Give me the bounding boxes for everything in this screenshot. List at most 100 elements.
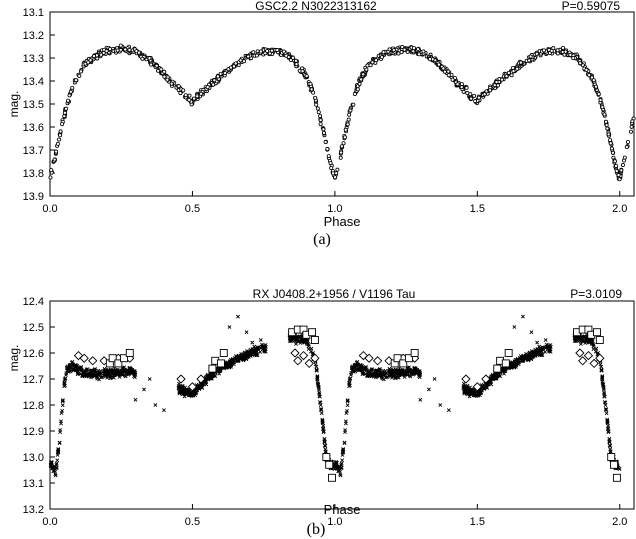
data-point [211,82,216,87]
data-point [374,58,379,63]
data-point [482,92,487,97]
panel-a-ylabel: mag. [7,91,21,118]
data-point [322,437,327,441]
data-point [212,78,217,83]
data-point [364,67,369,72]
data-point [319,408,323,412]
data-point [387,47,392,52]
diamond-point [88,356,98,366]
data-point [612,159,617,164]
data-point [472,93,477,98]
data-point [67,93,72,98]
data-point [591,78,596,83]
data-point [515,66,520,71]
data-point [629,124,634,129]
data-point [181,391,186,396]
data-point [494,80,499,85]
data-point [571,56,576,61]
data-point [535,340,540,345]
diamond-point [298,350,309,361]
data-point [165,77,170,82]
data-point [469,96,474,101]
data-point [603,403,608,408]
data-point [60,122,65,127]
data-point [115,48,120,53]
square-point [208,364,217,373]
data-point [436,62,441,67]
data-point [58,129,63,134]
data-point [205,374,210,379]
data-point [117,375,122,379]
data-point [291,55,296,60]
data-point [441,66,446,71]
x-tick-label: 1.5 [470,203,485,215]
x-tick-label: 0.5 [185,203,200,215]
y-tick-label: 13.8 [23,168,44,180]
data-point [514,363,519,368]
data-point [123,47,128,52]
data-point [446,69,451,74]
data-point [427,57,432,62]
data-point [318,122,323,127]
square-point [501,359,510,368]
data-point [258,350,263,354]
square-point [504,349,513,357]
data-point [490,374,495,379]
data-point [608,447,613,452]
data-point [589,341,594,346]
data-point [54,149,59,154]
data-point [85,367,90,372]
y-tick-label: 13.0 [23,452,44,464]
data-point [294,62,299,67]
data-point [315,379,320,384]
data-point [58,133,63,138]
data-point [54,461,59,466]
data-point [66,98,71,103]
data-point [396,368,401,373]
data-point [92,54,97,59]
data-point [494,375,499,380]
data-point [604,123,609,128]
data-point [223,71,228,76]
data-point [442,69,447,74]
data-point [620,163,625,168]
data-point [304,341,309,346]
panel-b-period: P=3.0109 [570,287,622,301]
data-point [596,350,600,355]
data-point [628,129,633,134]
data-point [608,138,613,143]
panel-a-y-axis: 13.1 13.2 13.3 13.4 13.5 13.6 13.7 13.8 13.9 [23,7,55,203]
data-point [254,53,259,58]
panel-b-ylabel: mag. [7,345,21,372]
data-point [604,408,608,412]
data-point [543,338,548,342]
data-point [511,65,516,70]
square-point [593,328,601,337]
data-point [315,376,320,381]
data-point [169,81,174,86]
data-point [258,338,263,342]
data-point [584,67,589,72]
data-point [162,74,167,79]
data-point [300,69,305,74]
y-tick-label: 12.7 [23,374,44,386]
data-point [333,175,338,180]
data-point [304,74,309,79]
data-point [379,55,384,60]
data-point [316,110,321,115]
data-point [411,46,416,51]
diamond-point [578,356,588,366]
data-point [88,58,93,63]
data-point [57,137,62,142]
square-point [612,473,621,482]
data-point [568,52,573,57]
data-point [275,48,280,53]
data-point [485,386,489,390]
data-point [385,375,389,380]
panel-a-title: GSC2.2 N3022313162 [255,0,377,13]
data-point [606,423,611,428]
data-point [49,168,54,173]
square-point [310,336,319,344]
data-point [218,71,223,76]
